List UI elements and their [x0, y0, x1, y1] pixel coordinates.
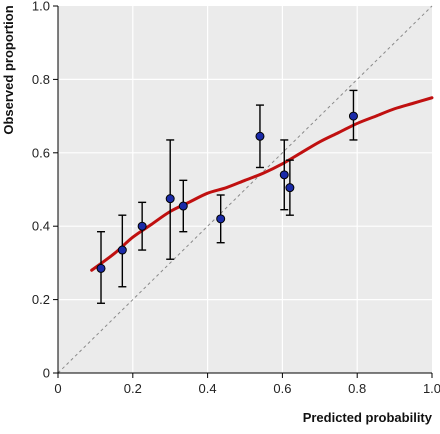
data-point-group-7 — [279, 139, 289, 211]
data-point-4 — [178, 201, 188, 211]
smooth-curve-layer — [90, 96, 434, 272]
x-tick-label-1: 0.2 — [124, 381, 142, 396]
y-tick-label-5: 1.0 — [32, 0, 50, 14]
y-tick-label-2: 0.4 — [32, 219, 50, 234]
y-tick-label-0: 0 — [43, 366, 50, 381]
y-tick-label-3: 0.6 — [32, 145, 50, 160]
data-point-8 — [285, 183, 295, 193]
data-point-0 — [96, 263, 106, 273]
x-tick-label-3: 0.6 — [273, 381, 291, 396]
x-tick-label-0: 0 — [54, 381, 61, 396]
y-axis-title: Observed proportion — [1, 5, 16, 134]
data-point-group-1 — [117, 214, 127, 288]
data-point-group-9 — [348, 89, 358, 141]
x-tick-label-4: 0.8 — [348, 381, 366, 396]
data-point-9 — [348, 111, 358, 121]
x-tick-label-2: 0.4 — [199, 381, 217, 396]
data-point-3 — [165, 194, 175, 204]
data-point-group-3 — [165, 139, 175, 260]
data-point-group-5 — [216, 194, 226, 244]
data-point-5 — [216, 214, 226, 224]
smooth-curve-line — [90, 96, 434, 272]
x-axis-title: Predicted probability — [303, 410, 433, 425]
axes — [57, 6, 432, 374]
data-point-6 — [255, 131, 265, 141]
grid-lines — [58, 6, 432, 373]
data-point-group-2 — [137, 201, 147, 251]
y-tick-label-4: 0.8 — [32, 72, 50, 87]
tick-labels: 0 0.2 0.4 0.6 0.8 1.0 0 0.2 0.4 0.6 0.8 1.0 — [32, 0, 440, 396]
data-point-group-0 — [96, 231, 106, 304]
x-tick-label-5: 1.0 — [423, 381, 440, 396]
data-point-group-8 — [285, 159, 295, 216]
data-points-layer — [96, 89, 358, 304]
data-point-1 — [117, 245, 127, 255]
data-point-group-4 — [178, 179, 188, 233]
y-tick-label-1: 0.2 — [32, 292, 50, 307]
plot-background — [58, 6, 432, 373]
data-point-group-6 — [255, 104, 265, 169]
data-point-7 — [279, 170, 289, 180]
data-point-2 — [137, 221, 147, 231]
